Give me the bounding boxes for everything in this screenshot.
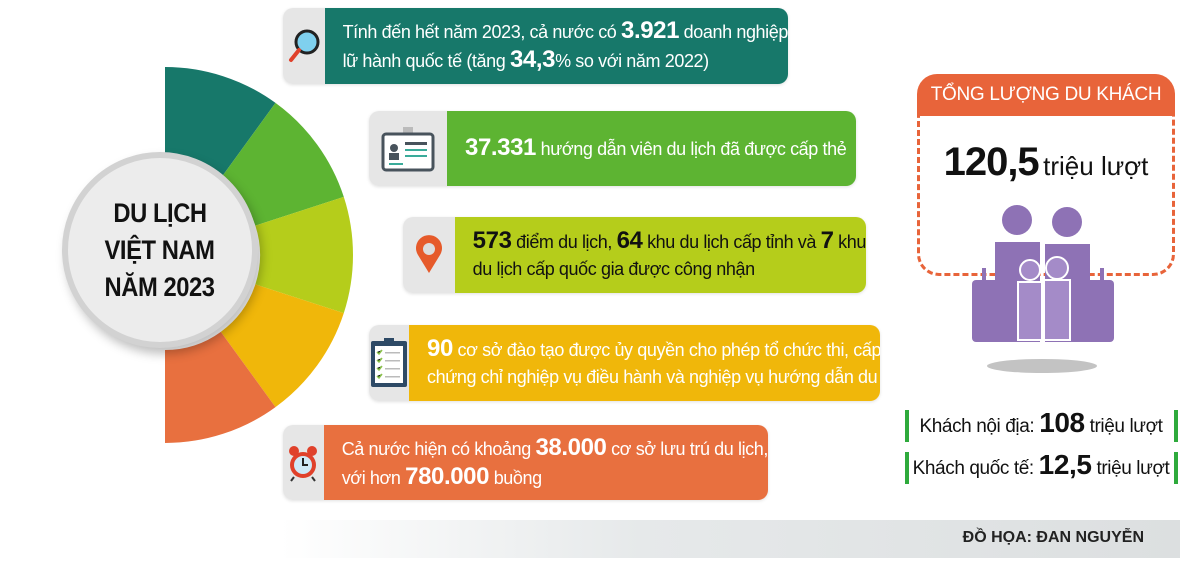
card-text-line: lữ hành quốc tế (tăng 34,3% so với năm 2…: [343, 46, 788, 75]
magnifier-icon: [283, 8, 325, 84]
divider-bar: [1174, 452, 1178, 484]
card-text-line: với hơn 780.000 buồng: [342, 463, 768, 492]
card-text: Tính đến hết năm 2023, cả nước có 3.921 …: [324, 8, 788, 84]
total-unit: triệu lượt: [1043, 151, 1149, 181]
card-text: 37.331 hướng dẫn viên du lịch đã được cấ…: [447, 111, 856, 186]
domestic-visitors: Khách nội địa: 108 triệu lượt: [905, 407, 1177, 439]
divider-bar: [905, 410, 909, 442]
id-card-icon: [369, 111, 447, 186]
text-segment: Tính đến hết năm 2023, cả nước có: [342, 22, 622, 42]
highlight-number: 37.331: [465, 134, 537, 161]
highlight-number: 38.000: [535, 433, 607, 461]
stat-unit: triệu lượt: [1096, 458, 1170, 479]
card-travel-agencies: Tính đến hết năm 2023, cả nước có 3.921 …: [283, 8, 788, 84]
divider-bar: [1174, 410, 1178, 442]
text-segment: du lịch cấp quốc gia được công nhận: [472, 259, 755, 279]
highlight-number: 573: [472, 227, 512, 254]
card-accommodation: Cả nước hiện có khoảng 38.000 cơ sở lưu …: [283, 425, 768, 500]
text-segment: % so với năm 2022): [555, 51, 709, 71]
title-circle: DU LỊCH VIỆT NAM NĂM 2023: [62, 152, 258, 348]
card-tourist-sites: 573 điểm du lịch, 64 khu du lịch cấp tỉn…: [403, 217, 866, 293]
stat-unit: triệu lượt: [1089, 416, 1163, 437]
text-segment: Cả nước hiện có khoảng: [341, 438, 536, 459]
stat-label: Khách quốc tế:: [912, 458, 1035, 479]
text-segment: khu: [833, 232, 866, 252]
title-line: VIỆT NAM: [104, 234, 215, 265]
map-pin-icon: [403, 217, 455, 293]
card-text-line: 90 cơ sở đào tạo được ủy quyền cho phép …: [427, 335, 880, 364]
highlight-number: 64: [616, 227, 643, 254]
segmented-half-ring: [165, 67, 353, 443]
stat-value: 108: [1039, 407, 1085, 438]
ring-segment: [165, 331, 276, 443]
text-segment: cơ sở đào tạo được ủy quyền cho phép tổ …: [452, 340, 881, 360]
graphic-credit: ĐỒ HỌA: ĐAN NGUYỄN: [962, 529, 1144, 546]
footer-bar: ĐỒ HỌA: ĐAN NGUYỄN: [280, 520, 1180, 558]
highlight-number: 34,3: [509, 46, 556, 73]
ring-segment: [220, 102, 344, 226]
card-text: Cả nước hiện có khoảng 38.000 cơ sở lưu …: [323, 425, 768, 500]
card-text-line: 573 điểm du lịch, 64 khu du lịch cấp tỉn…: [473, 227, 866, 256]
total-number: 120,5: [943, 140, 1040, 184]
divider-bar: [905, 452, 909, 484]
highlight-number: 7: [820, 227, 834, 254]
international-visitors: Khách quốc tế: 12,5 triệu lượt: [905, 449, 1177, 481]
total-visitors-header: TỔNG LƯỢNG DU KHÁCH: [917, 74, 1175, 116]
clipboard-checklist-icon: [369, 325, 409, 401]
highlight-number: 3.921: [621, 17, 680, 44]
highlight-number: 90: [427, 335, 453, 362]
text-segment: cơ sở lưu trú du lịch,: [606, 438, 768, 459]
text-segment: khu du lịch cấp tỉnh và: [642, 232, 821, 252]
text-segment: điểm du lịch,: [511, 232, 617, 252]
text-segment: hướng dẫn viên du lịch đã được cấp thẻ: [536, 139, 847, 159]
card-training-institutions: 90 cơ sở đào tạo được ủy quyền cho phép …: [369, 325, 880, 401]
highlight-number: 780.000: [405, 462, 490, 490]
text-segment: buồng: [489, 467, 542, 488]
card-text-line: Tính đến hết năm 2023, cả nước có 3.921 …: [343, 17, 788, 46]
ring-segment: [165, 67, 276, 179]
card-tour-guides: 37.331 hướng dẫn viên du lịch đã được cấ…: [369, 111, 856, 186]
text-segment: doanh nghiệp: [679, 22, 788, 42]
text-segment: với hơn: [341, 467, 406, 488]
ring-segment: [255, 196, 353, 314]
family-travelers-icon: [972, 205, 1114, 373]
card-text-line: 37.331 hướng dẫn viên du lịch đã được cấ…: [465, 134, 856, 163]
total-visitors-value: 120,5 triệu lượt: [917, 140, 1175, 185]
stat-value: 12,5: [1038, 449, 1092, 480]
title-line: NĂM 2023: [104, 271, 216, 302]
stat-label: Khách nội địa:: [919, 416, 1035, 437]
text-segment: chứng chỉ nghiệp vụ điều hành và nghiệp …: [427, 367, 880, 387]
card-text: 573 điểm du lịch, 64 khu du lịch cấp tỉn…: [454, 217, 866, 293]
card-text: 90 cơ sở đào tạo được ủy quyền cho phép …: [409, 325, 880, 401]
card-text-line: chứng chỉ nghiệp vụ điều hành và nghiệp …: [427, 364, 880, 391]
card-text-line: Cả nước hiện có khoảng 38.000 cơ sở lưu …: [342, 434, 768, 463]
title-line: DU LỊCH: [113, 197, 207, 228]
alarm-clock-icon: [283, 425, 324, 500]
card-text-line: du lịch cấp quốc gia được công nhận: [473, 256, 866, 283]
text-segment: lữ hành quốc tế (tăng: [342, 51, 510, 71]
ring-segment: [220, 284, 344, 408]
